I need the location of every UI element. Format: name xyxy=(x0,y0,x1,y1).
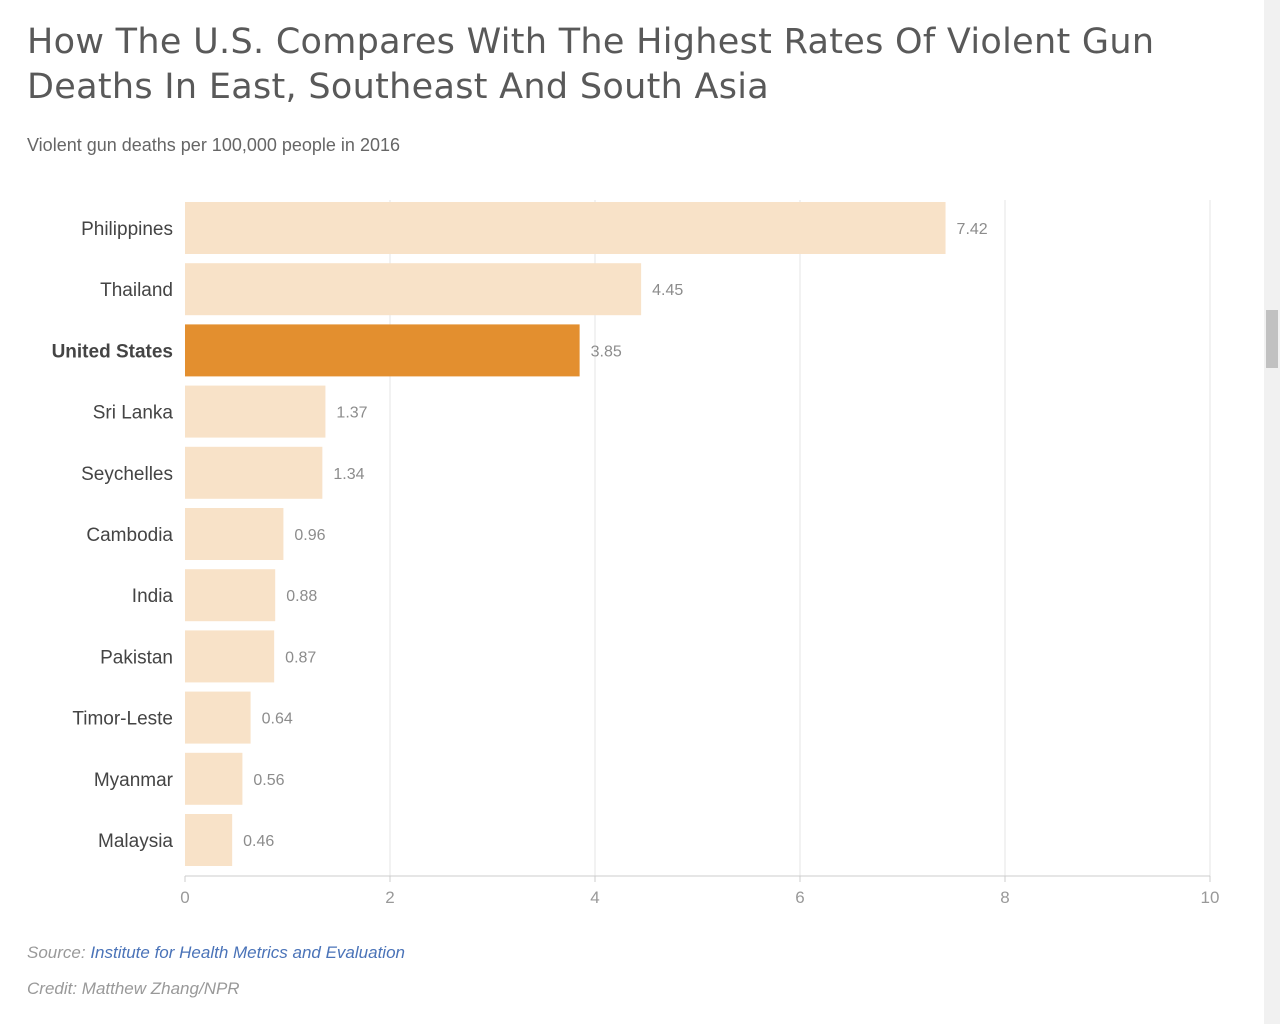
bar[interactable] xyxy=(185,569,276,622)
value-label: 4.45 xyxy=(652,282,683,299)
category-label: Timor-Leste xyxy=(72,709,173,730)
source-label: Source: xyxy=(27,943,86,962)
value-label: 0.87 xyxy=(285,649,316,666)
source-line: Source: Institute for Health Metrics and… xyxy=(27,943,405,963)
x-tick-label: 6 xyxy=(795,888,804,907)
category-label: Sri Lanka xyxy=(93,403,174,424)
chart-title: How The U.S. Compares With The Highest R… xyxy=(27,22,1155,107)
category-label: Seychelles xyxy=(81,464,173,485)
chart-subtitle: Violent gun deaths per 100,000 people in… xyxy=(27,135,400,155)
value-label: 1.37 xyxy=(336,405,367,422)
scrollbar-thumb[interactable] xyxy=(1266,310,1278,368)
scrollbar[interactable] xyxy=(1264,0,1280,1024)
x-tick-label: 2 xyxy=(385,888,394,907)
x-tick-label: 8 xyxy=(1000,888,1009,907)
bar[interactable] xyxy=(185,446,323,499)
value-label: 3.85 xyxy=(591,343,622,360)
source-link[interactable]: Institute for Health Metrics and Evaluat… xyxy=(90,943,405,962)
bar[interactable] xyxy=(185,814,233,866)
value-label: 1.34 xyxy=(333,466,364,483)
category-label: Philippines xyxy=(81,219,173,240)
bar-chart: Philippines 7.42 Thailand 4.45 United States… xyxy=(52,200,1220,907)
bar[interactable] xyxy=(185,752,243,805)
value-label: 0.56 xyxy=(253,772,284,789)
bar[interactable] xyxy=(185,263,642,316)
value-label: 0.88 xyxy=(286,588,317,605)
value-label: 7.42 xyxy=(957,221,988,238)
x-tick-label: 4 xyxy=(590,888,599,907)
value-label: 0.64 xyxy=(262,711,293,728)
category-label: Pakistan xyxy=(100,647,173,668)
category-label: Myanmar xyxy=(94,770,174,791)
bar[interactable] xyxy=(185,324,580,377)
bar[interactable] xyxy=(185,630,275,683)
bar[interactable] xyxy=(185,508,284,560)
value-label: 0.46 xyxy=(243,833,274,850)
x-tick-label: 10 xyxy=(1201,888,1220,907)
category-label: United States xyxy=(52,341,173,362)
credit-line: Credit: Matthew Zhang/NPR xyxy=(27,979,240,998)
x-tick-label: 0 xyxy=(180,888,189,907)
category-label: Malaysia xyxy=(98,831,173,852)
category-label: Cambodia xyxy=(86,525,173,546)
bar[interactable] xyxy=(185,202,946,254)
category-label: India xyxy=(132,586,174,607)
bar[interactable] xyxy=(185,691,251,744)
value-label: 0.96 xyxy=(294,527,325,544)
bar[interactable] xyxy=(185,385,326,438)
category-label: Thailand xyxy=(100,280,173,301)
